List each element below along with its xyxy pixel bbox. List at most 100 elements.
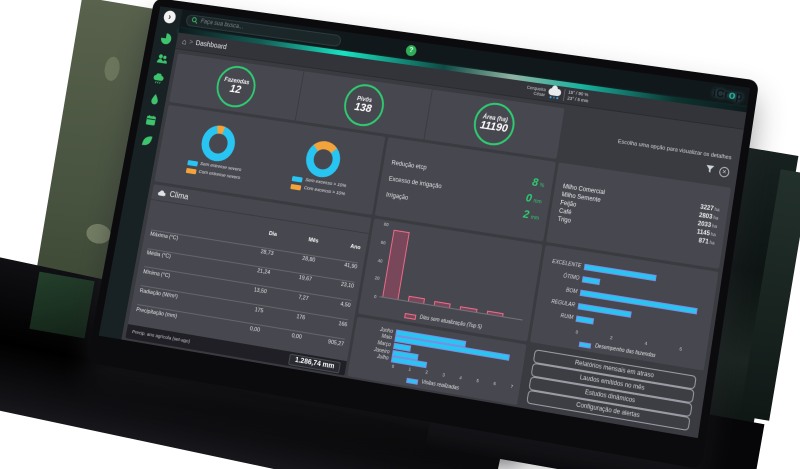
clima-cell: 166 (338, 320, 348, 329)
y-tick-label: 80 (383, 221, 390, 228)
clima-row-label: Máxima (°C) (149, 231, 179, 242)
reduction-value: 2 (522, 208, 531, 222)
clima-cell: 176 (295, 313, 306, 322)
stat-ring: Área (ha) 11190 (470, 100, 518, 149)
legend-swatch (403, 312, 417, 320)
cloud-rain-icon[interactable] (152, 72, 165, 85)
legend-swatch (578, 341, 592, 349)
help-icon[interactable]: ? (405, 44, 418, 57)
hbar-category-label: BOM (565, 287, 578, 296)
legend-swatch (186, 160, 198, 167)
calendar-icon[interactable] (144, 113, 157, 126)
clima-cell: 7,27 (297, 294, 309, 303)
donut-hole (312, 148, 335, 171)
stat-value: 138 (353, 100, 373, 115)
breadcrumb-page[interactable]: Dashboard (195, 39, 228, 51)
close-icon[interactable]: × (718, 166, 731, 178)
search-placeholder: Faça sua busca... (200, 18, 244, 31)
search-icon (191, 17, 199, 25)
stat-ring: Pivôs 138 (340, 81, 387, 129)
x-tick-label: 1 (408, 366, 412, 372)
clima-panel: Clima Dia Mês Ano Máxima (°C) 28,73 28,80 41,9… (125, 184, 372, 376)
stat-value: 11190 (479, 118, 509, 135)
hbar-category-label: EXCELENTE (551, 258, 582, 270)
x-tick-label: 2 (609, 334, 613, 341)
x-tick-label: 2 (425, 369, 429, 375)
y-tick-label: 0 (373, 293, 377, 300)
crop-area-unit: ha (712, 214, 719, 221)
clima-col-header: Dia (268, 231, 278, 239)
reduction-value: 0 (524, 191, 533, 206)
hbar-category-label: RUIM (559, 313, 574, 322)
filter-icon[interactable] (704, 160, 716, 180)
detail-header-text: Escolha uma opção para visualizar os det… (617, 138, 732, 162)
crop-area-value: 2033 (697, 220, 712, 230)
y-tick-label: 40 (377, 257, 383, 264)
breadcrumb-separator: > (188, 38, 194, 46)
hbar-rows: EXCELENTE ÓTIMO BOM REGULAR RUIM (539, 251, 712, 349)
bar (408, 295, 426, 304)
stat-value: 12 (228, 82, 243, 96)
sidebar-collapse-button[interactable]: › (162, 9, 177, 25)
crop-area-value: 3227 (699, 204, 714, 213)
clima-cell: 21,24 (256, 268, 271, 277)
x-tick-label: 3 (441, 372, 446, 378)
home-icon[interactable]: ⌂ (181, 36, 188, 46)
x-tick-label: 0 (575, 329, 579, 335)
y-tick-label: 60 (380, 239, 387, 246)
x-tick-label: 0 (391, 363, 395, 370)
bar (575, 315, 595, 325)
clima-cell: 19,67 (298, 274, 313, 284)
crop-area-value: 2803 (698, 212, 713, 221)
clima-cell: 28,80 (301, 255, 316, 265)
x-tick-label: 7 (510, 383, 514, 390)
reduction-unit: % (539, 182, 545, 190)
clima-cell: 13,50 (253, 287, 268, 296)
x-tick-label: 5 (475, 377, 480, 384)
icrop-app: › Faça sua busca... ? iCrop ⌂ (98, 6, 751, 439)
cloud-icon (157, 189, 167, 197)
bar (581, 276, 601, 286)
bar (577, 302, 633, 318)
donut-hole (207, 132, 230, 155)
sidebar: › (98, 6, 183, 340)
x-tick-label: 6 (679, 346, 683, 352)
legend-swatch (405, 377, 419, 385)
clima-cell: 0,00 (249, 325, 261, 334)
clima-cell: 4,50 (339, 301, 352, 310)
clima-cell: 905,27 (327, 338, 345, 348)
clima-cell: 28,73 (260, 249, 274, 258)
vbar-plot (379, 227, 534, 321)
clima-row-label: Radiação (W/m²) (139, 287, 179, 301)
main-area: Faça sua busca... ? iCrop ⌂ > Dashboard … (121, 9, 751, 439)
droplet-icon[interactable] (148, 92, 161, 105)
backdrop-green-corner (29, 271, 95, 339)
stat-ring: Fazendas 12 (213, 63, 259, 110)
clima-cell: 175 (254, 306, 264, 315)
donut_excesso: Sem excesso > 10% Com excesso > 10% (290, 137, 353, 197)
reduction-value: 8 (531, 176, 540, 190)
icrop-logo: iCrop (712, 86, 744, 103)
clima-row-label: Média (°C) (146, 250, 172, 261)
x-tick-label: 4 (644, 340, 648, 347)
clima-col-header: Ano (349, 244, 361, 252)
dashboard-content: Fazendas 12 Pivôs 138 Área (ha) 11190 Escolha… (121, 48, 744, 439)
crop-area-unit: ha (711, 223, 718, 230)
crop-area-unit: ha (709, 239, 716, 246)
reduction-unit: mm (532, 198, 542, 206)
clima-cell: 41,90 (343, 262, 358, 271)
reduction-unit: mm (530, 214, 540, 222)
x-tick-label: 4 (458, 374, 463, 381)
clima-header-spacer (153, 217, 235, 230)
users-icon[interactable] (156, 51, 169, 64)
pie-chart-icon[interactable] (159, 31, 172, 44)
bar (434, 300, 452, 308)
donut-chart (198, 123, 239, 164)
legend-swatch (185, 167, 197, 175)
legend-swatch (291, 176, 303, 183)
leaf-icon[interactable] (140, 133, 153, 146)
crop-area-value: 871 (698, 238, 709, 246)
hbar-category-label: REGULAR (550, 298, 576, 309)
clima-col-header: Mês (307, 237, 319, 246)
crop-area-unit: ha (714, 206, 720, 213)
